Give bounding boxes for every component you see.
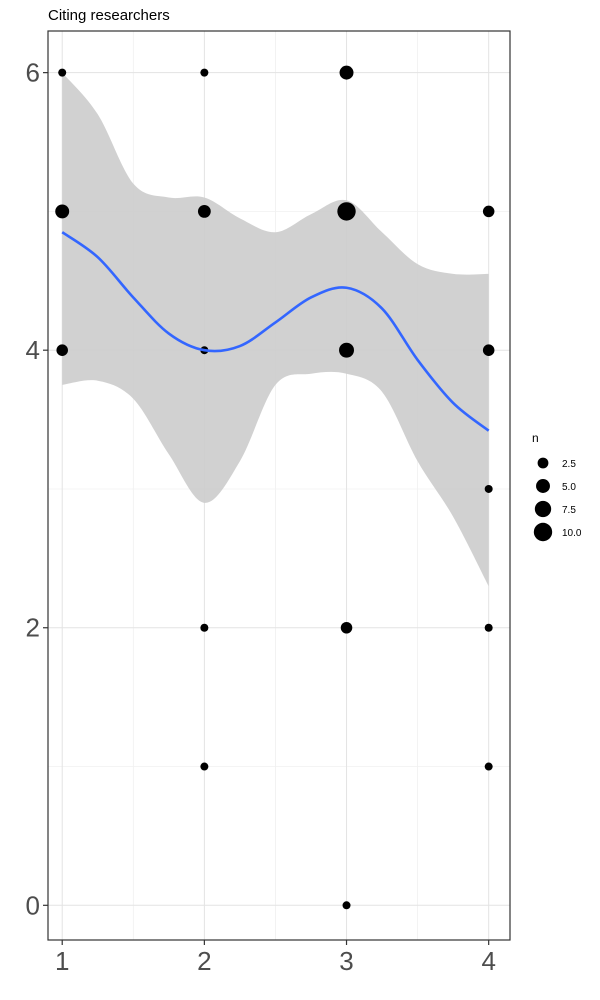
x-tick-label: 2: [197, 946, 211, 976]
data-point: [484, 484, 493, 493]
points-layer: [55, 65, 495, 910]
y-axis: 0 2 4 6: [26, 58, 48, 920]
data-point: [339, 65, 354, 80]
data-point: [56, 344, 68, 356]
legend-title: n: [532, 431, 539, 445]
smooth-line: [61, 231, 490, 432]
data-point: [339, 342, 355, 358]
data-point: [200, 623, 209, 632]
x-axis: 1 2 3 4: [55, 940, 496, 976]
data-point: [337, 202, 356, 221]
y-tick-label: 6: [26, 58, 40, 88]
y-tick-label: 4: [26, 335, 40, 365]
data-point: [482, 205, 495, 218]
legend-label: 7.5: [562, 505, 576, 516]
legend-key: [534, 500, 552, 518]
legend-label: 5.0: [562, 482, 576, 493]
plot-border: [47, 30, 511, 941]
chart-title: Citing researchers: [48, 7, 170, 24]
data-point: [482, 344, 495, 356]
x-tick-label: 4: [481, 946, 495, 976]
x-tick-label: 3: [339, 946, 353, 976]
confidence-band: [62, 72, 489, 587]
legend-label: 10.0: [562, 528, 582, 539]
data-point: [200, 762, 209, 771]
legend-key: [533, 522, 553, 542]
confidence-band-layer: [62, 72, 489, 587]
legend-label: 2.5: [562, 459, 576, 470]
smooth-line-layer: [61, 231, 490, 432]
data-point: [484, 623, 493, 632]
data-point: [200, 68, 209, 77]
data-point: [197, 205, 211, 218]
data-point: [342, 901, 351, 910]
legend-key: [537, 457, 549, 469]
data-point: [340, 621, 353, 634]
y-tick-label: 2: [26, 613, 40, 643]
data-point: [55, 204, 70, 219]
data-point: [58, 68, 67, 77]
legend-key: [536, 479, 550, 493]
y-tick-label: 0: [26, 890, 40, 920]
x-tick-label: 1: [55, 946, 69, 976]
data-point: [484, 762, 493, 771]
legend: n 2.5 5.0 7.5 10.0: [532, 431, 582, 542]
